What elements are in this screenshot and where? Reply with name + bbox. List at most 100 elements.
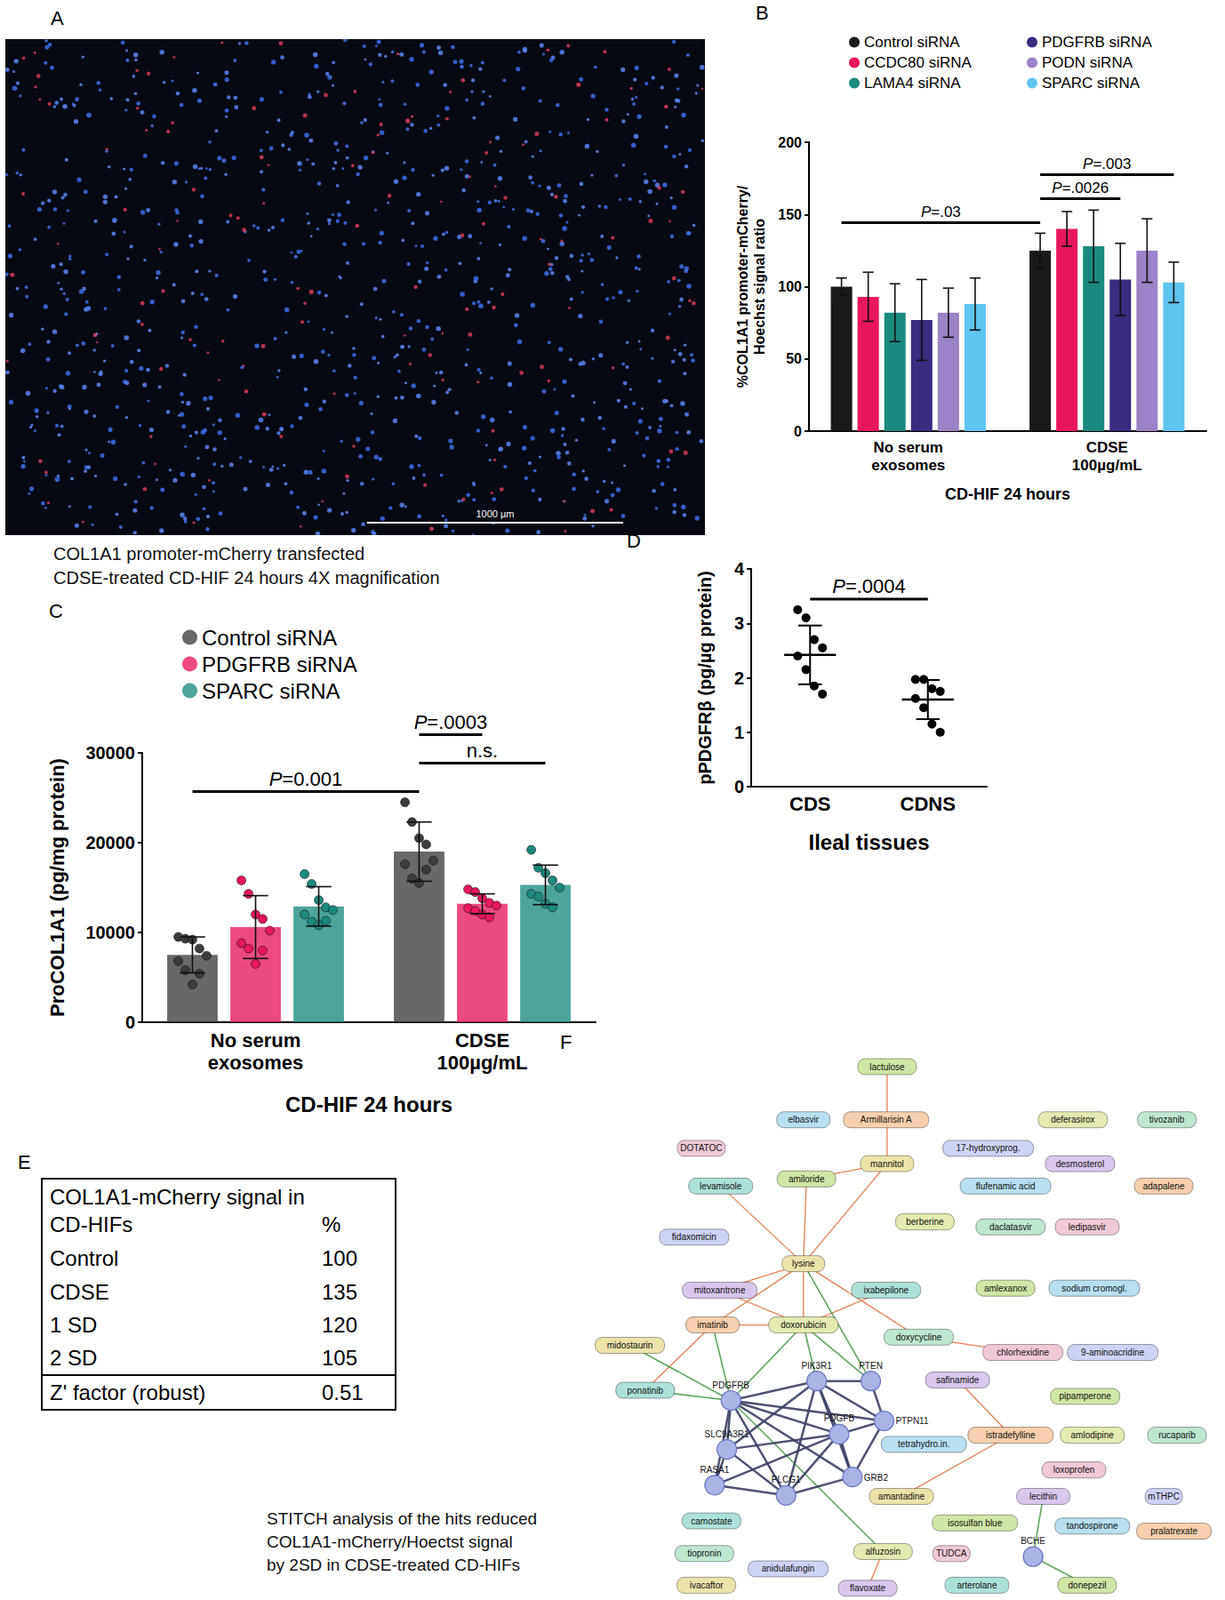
svg-text:1: 1: [734, 722, 745, 743]
svg-text:CD-HIF 24 hours: CD-HIF 24 hours: [285, 1092, 453, 1117]
svg-text:deferasirox: deferasirox: [1050, 1114, 1095, 1125]
svg-text:=.0004: =.0004: [845, 575, 906, 598]
svg-text:istradefylline: istradefylline: [985, 1430, 1036, 1441]
svg-text:50: 50: [785, 351, 802, 367]
svg-text:arterolane: arterolane: [956, 1580, 997, 1591]
svg-text:Hoechst signal ratio: Hoechst signal ratio: [752, 218, 768, 355]
svg-text:10000: 10000: [85, 922, 136, 943]
svg-text:alfuzosin: alfuzosin: [865, 1546, 901, 1557]
svg-text:=0.001: =0.001: [281, 768, 343, 791]
svg-text:CDNS: CDNS: [900, 792, 956, 816]
svg-text:=.03: =.03: [930, 203, 961, 221]
svg-text:=.0026: =.0026: [1062, 179, 1109, 197]
svg-text:pipamperone: pipamperone: [1058, 1391, 1112, 1402]
svg-text:imatinib: imatinib: [696, 1320, 729, 1330]
svg-text:PDGFB: PDGFB: [824, 1413, 856, 1424]
svg-text:No serum: No serum: [873, 439, 944, 457]
svg-text:=.003: =.003: [1092, 155, 1131, 173]
svg-text:pPDGFRβ (pg/µg protein): pPDGFRβ (pg/µg protein): [695, 570, 715, 785]
svg-text:RASA1: RASA1: [699, 1465, 729, 1475]
svg-text:CD-HIF 24 hours: CD-HIF 24 hours: [944, 485, 1071, 504]
svg-text:P: P: [1082, 155, 1094, 173]
svg-text:PDGFRB siRNA: PDGFRB siRNA: [1041, 33, 1153, 51]
svg-text:flufenamic acid: flufenamic acid: [976, 1181, 1036, 1192]
svg-text:CDSE: CDSE: [1086, 439, 1129, 457]
svg-text:amlodipine: amlodipine: [1071, 1430, 1115, 1441]
svg-text:amantadine: amantadine: [878, 1491, 926, 1502]
svg-text:BCHE: BCHE: [1020, 1536, 1046, 1546]
svg-text:sodium cromogl.: sodium cromogl.: [1061, 1283, 1127, 1294]
svg-text:rucaparib: rucaparib: [1158, 1430, 1196, 1441]
svg-text:desmosterol: desmosterol: [1056, 1159, 1105, 1169]
svg-text:lysine: lysine: [792, 1258, 816, 1269]
svg-text:PTEN: PTEN: [858, 1361, 883, 1371]
svg-text:ivacaftor: ivacaftor: [689, 1580, 724, 1591]
svg-text:PIK3R1: PIK3R1: [800, 1361, 833, 1371]
svg-text:CDS: CDS: [789, 792, 831, 816]
svg-text:Control siRNA: Control siRNA: [864, 33, 961, 51]
svg-text:Control siRNA: Control siRNA: [201, 625, 337, 650]
svg-text:0: 0: [793, 424, 802, 440]
svg-text:150: 150: [777, 207, 802, 223]
svg-text:exosomes: exosomes: [871, 456, 945, 474]
svg-text:tandospirone: tandospirone: [1066, 1521, 1119, 1531]
svg-text:No serum: No serum: [210, 1029, 301, 1052]
svg-text:fidaxomicin: fidaxomicin: [672, 1232, 717, 1242]
svg-text:ixabepilone: ixabepilone: [863, 1285, 909, 1296]
svg-text:100µg/mL: 100µg/mL: [437, 1051, 529, 1074]
svg-text:=.0003: =.0003: [426, 711, 488, 734]
svg-text:lactulose: lactulose: [869, 1062, 905, 1073]
svg-text:LAMA4 siRNA: LAMA4 siRNA: [864, 74, 961, 92]
svg-text:PTPN11: PTPN11: [895, 1416, 929, 1426]
svg-text:pralatrexate: pralatrexate: [1150, 1526, 1198, 1537]
svg-text:DOTATOC: DOTATOC: [680, 1143, 722, 1153]
svg-text:P: P: [1051, 179, 1063, 197]
svg-text:P: P: [832, 575, 846, 598]
svg-text:PLCG1: PLCG1: [771, 1474, 801, 1485]
svg-text:0: 0: [125, 1012, 136, 1033]
svg-text:ledipasvir: ledipasvir: [1068, 1222, 1107, 1233]
svg-text:%COL1A1 promoter-mCherry/: %COL1A1 promoter-mCherry/: [735, 184, 751, 388]
svg-text:anidulafungin: anidulafungin: [761, 1563, 816, 1574]
svg-text:Armillarisin A: Armillarisin A: [860, 1114, 913, 1125]
svg-text:chlorhexidine: chlorhexidine: [996, 1347, 1049, 1358]
svg-text:midostaurin: midostaurin: [607, 1340, 654, 1351]
svg-text:GRB2: GRB2: [864, 1473, 889, 1483]
svg-text:exosomes: exosomes: [208, 1051, 305, 1074]
svg-text:4: 4: [734, 559, 745, 579]
svg-text:SLC9A3R1: SLC9A3R1: [704, 1429, 750, 1440]
svg-text:2: 2: [734, 668, 745, 689]
svg-text:CCDC80 siRNA: CCDC80 siRNA: [864, 54, 973, 72]
svg-text:Ileal tissues: Ileal tissues: [808, 830, 929, 855]
svg-text:daclatasvir: daclatasvir: [989, 1222, 1033, 1233]
svg-text:0: 0: [734, 776, 745, 797]
svg-text:ProCOL1A1 (pg/mg protein): ProCOL1A1 (pg/mg protein): [46, 758, 69, 1017]
svg-text:tiopronin: tiopronin: [687, 1548, 721, 1559]
svg-text:adapalene: adapalene: [1143, 1181, 1185, 1192]
svg-text:200: 200: [777, 135, 802, 151]
svg-text:berberine: berberine: [905, 1216, 945, 1227]
svg-text:20000: 20000: [85, 832, 136, 853]
svg-text:PDGFRB: PDGFRB: [712, 1380, 750, 1391]
svg-text:PODN siRNA: PODN siRNA: [1041, 54, 1134, 72]
svg-text:mTHPC: mTHPC: [1147, 1491, 1180, 1502]
svg-text:ponatinib: ponatinib: [626, 1385, 664, 1396]
svg-text:n.s.: n.s.: [466, 739, 498, 762]
svg-text:tetrahydro.in.: tetrahydro.in.: [897, 1439, 950, 1450]
svg-text:amiloride: amiloride: [788, 1174, 825, 1185]
svg-text:elbasvir: elbasvir: [788, 1114, 820, 1125]
svg-text:30000: 30000: [85, 743, 136, 763]
svg-text:doxorubicin: doxorubicin: [780, 1320, 826, 1330]
svg-text:camostate: camostate: [690, 1516, 733, 1527]
svg-text:CDSE: CDSE: [455, 1029, 510, 1052]
svg-text:P: P: [269, 768, 283, 791]
svg-text:tivozanib: tivozanib: [1149, 1114, 1185, 1125]
svg-text:doxycycline: doxycycline: [896, 1332, 943, 1343]
svg-text:100µg/mL: 100µg/mL: [1072, 456, 1143, 474]
svg-text:P: P: [414, 711, 428, 734]
svg-text:9-aminoacridine: 9-aminoacridine: [1080, 1347, 1145, 1358]
svg-text:100: 100: [777, 279, 802, 295]
svg-text:levamisole: levamisole: [699, 1181, 743, 1192]
svg-text:amlexanox: amlexanox: [984, 1283, 1027, 1294]
svg-text:3: 3: [734, 613, 745, 633]
